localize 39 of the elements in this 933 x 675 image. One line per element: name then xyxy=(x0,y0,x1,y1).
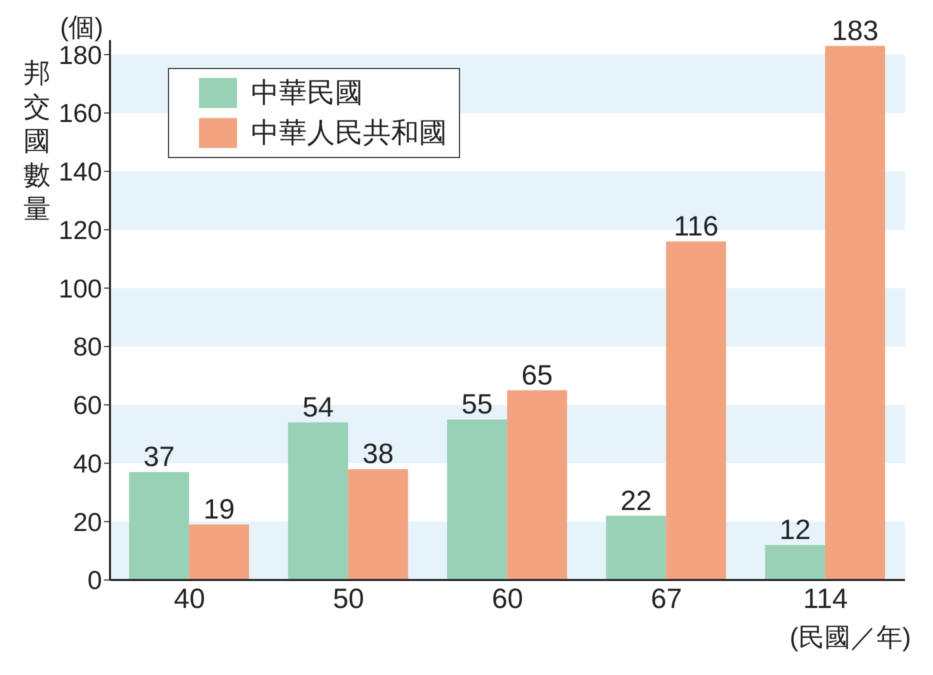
y-tick-label: 80 xyxy=(73,332,102,362)
y-tick-label: 100 xyxy=(58,273,102,304)
x-tick-label: 40 xyxy=(174,582,206,614)
y-tick-label: 0 xyxy=(88,565,102,596)
bar xyxy=(348,469,408,580)
x-tick-label: 50 xyxy=(332,582,364,614)
bar xyxy=(825,46,886,580)
data-label: 54 xyxy=(302,391,334,422)
data-label: 19 xyxy=(204,494,235,525)
data-label: 22 xyxy=(620,484,652,516)
x-tick-label: 114 xyxy=(803,582,848,614)
x-tick-label: 67 xyxy=(650,582,682,614)
text: (個) xyxy=(60,11,104,44)
y-axis-title: 邦交國數量 xyxy=(22,57,52,226)
bar xyxy=(447,419,508,580)
data-label: 37 xyxy=(144,441,175,472)
bar xyxy=(288,422,348,580)
y-tick-label: 160 xyxy=(58,98,102,128)
y-tick-label: 20 xyxy=(73,506,102,537)
bar xyxy=(507,390,568,580)
bar xyxy=(606,516,666,580)
y-tick-label: 60 xyxy=(73,390,102,420)
data-label: 116 xyxy=(674,210,718,242)
x-axis-title: (民國／年) xyxy=(790,621,911,654)
bar xyxy=(765,544,826,580)
y-tick-label: 120 xyxy=(58,214,102,245)
data-label: 65 xyxy=(522,359,553,390)
bar xyxy=(666,241,726,580)
y-tick-label: 40 xyxy=(73,448,102,478)
data-label: 183 xyxy=(832,14,878,46)
data-label: 55 xyxy=(462,388,493,420)
bar xyxy=(129,472,190,580)
legend-label: 中華人民共和國 xyxy=(251,116,447,150)
data-label: 12 xyxy=(780,514,811,545)
x-tick-label: 60 xyxy=(492,582,524,614)
y-tick-label: 140 xyxy=(58,156,102,187)
legend-label: 中華民國 xyxy=(251,76,363,110)
bar xyxy=(189,524,250,580)
data-label: 38 xyxy=(362,438,394,470)
